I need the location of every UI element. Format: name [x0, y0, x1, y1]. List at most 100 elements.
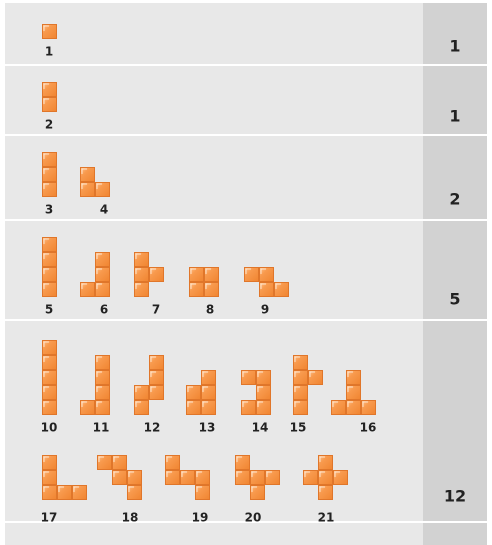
cell-highlight: [98, 456, 104, 462]
cell-highlight: [43, 341, 49, 347]
polyomino: [165, 455, 210, 500]
cell-highlight: [334, 471, 340, 477]
shape-label: 17: [41, 511, 58, 525]
cell-highlight: [96, 183, 102, 189]
cell: [42, 455, 57, 470]
cell-highlight: [187, 401, 193, 407]
cell: [235, 470, 250, 485]
cell-highlight: [113, 456, 119, 462]
cell-highlight: [128, 471, 134, 477]
cell: [186, 400, 201, 415]
cell-highlight: [135, 268, 141, 274]
cell-highlight: [205, 283, 211, 289]
shape-label: 19: [192, 511, 209, 525]
right-column: [423, 3, 487, 545]
cell: [42, 470, 57, 485]
polyomino: [42, 237, 57, 297]
cell: [134, 267, 149, 282]
cell: [256, 370, 271, 385]
cell-highlight: [96, 371, 102, 377]
cell: [42, 267, 57, 282]
cell-highlight: [294, 356, 300, 362]
cell: [265, 470, 280, 485]
polyomino: [235, 455, 280, 500]
cell: [204, 267, 219, 282]
cell: [318, 455, 333, 470]
cell-highlight: [43, 356, 49, 362]
cell-highlight: [150, 268, 156, 274]
cell: [57, 485, 72, 500]
cell-highlight: [43, 386, 49, 392]
shape-label: 21: [318, 511, 335, 525]
row-count: 1: [449, 107, 460, 126]
cell: [189, 282, 204, 297]
cell: [293, 355, 308, 370]
cell: [95, 370, 110, 385]
cell-highlight: [275, 283, 281, 289]
cell: [72, 485, 87, 500]
row-count: 5: [449, 290, 460, 309]
cell: [259, 267, 274, 282]
cell: [195, 485, 210, 500]
shape-label: 3: [45, 203, 53, 217]
cell: [293, 370, 308, 385]
cell: [42, 252, 57, 267]
polyomino: [134, 355, 164, 415]
polyomino: [331, 370, 376, 415]
cell: [42, 82, 57, 97]
cell: [318, 485, 333, 500]
cell: [127, 470, 142, 485]
cell: [149, 385, 164, 400]
cell-highlight: [257, 371, 263, 377]
shape-label: 10: [41, 421, 58, 435]
shape-label: 5: [45, 303, 53, 317]
polyomino: [186, 370, 216, 415]
cell: [95, 385, 110, 400]
polyomino: [293, 355, 323, 415]
cell-highlight: [187, 386, 193, 392]
cell-highlight: [260, 283, 266, 289]
cell: [80, 282, 95, 297]
cell-highlight: [135, 283, 141, 289]
polyomino: [303, 455, 348, 500]
cell: [256, 400, 271, 415]
polyomino: [42, 152, 57, 197]
cell: [134, 252, 149, 267]
cell-highlight: [190, 283, 196, 289]
cell-highlight: [242, 371, 248, 377]
cell-highlight: [196, 471, 202, 477]
polyomino: [42, 455, 87, 500]
cell: [189, 267, 204, 282]
cell-highlight: [257, 386, 263, 392]
cell-highlight: [43, 456, 49, 462]
cell: [346, 385, 361, 400]
shape-label: 13: [199, 421, 216, 435]
cell-highlight: [58, 486, 64, 492]
cell-highlight: [43, 183, 49, 189]
cell-highlight: [236, 456, 242, 462]
cell-highlight: [332, 401, 338, 407]
cell-highlight: [242, 401, 248, 407]
shape-label: 7: [152, 303, 160, 317]
cell-highlight: [43, 283, 49, 289]
cell: [134, 282, 149, 297]
cell: [42, 340, 57, 355]
cell-highlight: [150, 386, 156, 392]
cell-highlight: [43, 25, 49, 31]
cell: [42, 400, 57, 415]
cell: [95, 252, 110, 267]
shape-label: 6: [100, 303, 108, 317]
cell-highlight: [347, 371, 353, 377]
cell: [241, 370, 256, 385]
cell-highlight: [257, 401, 263, 407]
cell: [42, 152, 57, 167]
cell: [149, 355, 164, 370]
cell-highlight: [43, 371, 49, 377]
cell-highlight: [347, 386, 353, 392]
cell: [318, 470, 333, 485]
cell: [250, 470, 265, 485]
cell: [80, 182, 95, 197]
cell: [42, 282, 57, 297]
cell: [95, 267, 110, 282]
cell-highlight: [43, 401, 49, 407]
